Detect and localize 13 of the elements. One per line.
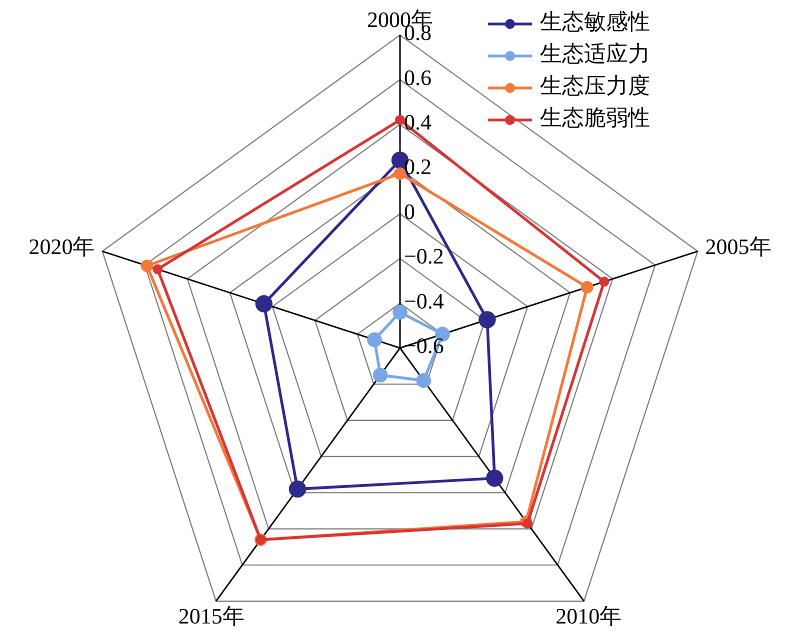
legend-label: 生态敏感性 xyxy=(540,9,650,34)
y-tick-label: −0.4 xyxy=(404,288,444,314)
spoke-label: 2015年 xyxy=(178,604,244,629)
y-tick-label: 0.4 xyxy=(404,109,432,134)
legend-label: 生态适应力 xyxy=(540,41,650,66)
y-tick-label: 0 xyxy=(404,198,415,224)
spoke-label: 2005年 xyxy=(705,234,772,259)
spoke-label: 2020年 xyxy=(28,234,95,259)
y-tick-label: 0.6 xyxy=(404,64,432,90)
spoke-label: 2010年 xyxy=(556,604,622,629)
y-tick-label: −0.2 xyxy=(404,244,444,269)
legend-label: 生态脆弱性 xyxy=(540,105,650,130)
legend-label: 生态压力度 xyxy=(540,73,650,98)
